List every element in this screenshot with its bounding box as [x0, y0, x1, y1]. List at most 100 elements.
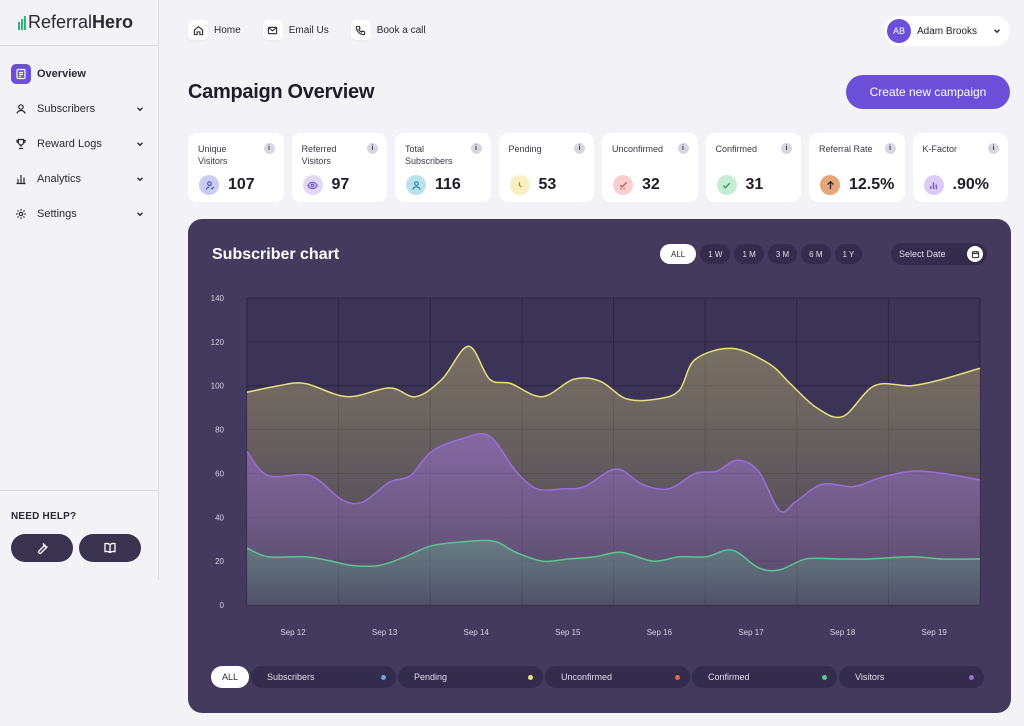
legend-all-button[interactable]: ALL	[211, 666, 249, 688]
stat-label: Pending	[508, 144, 542, 154]
info-icon[interactable]: i	[988, 143, 999, 154]
legend-item-pending[interactable]: Pending	[398, 666, 543, 688]
sidebar-divider	[0, 45, 159, 46]
y-tick-label: 40	[215, 513, 224, 522]
phone-icon	[350, 20, 371, 40]
user-menu[interactable]: AB Adam Brooks	[884, 16, 1010, 46]
bar-chart-icon	[923, 175, 944, 195]
stat-card-referred-visitors: Referred Visitors i 97	[291, 133, 387, 202]
avatar: AB	[887, 19, 911, 43]
top-nav: Home Email Us Book a call	[188, 20, 426, 40]
info-icon[interactable]: i	[781, 143, 792, 154]
stats-row: Unique Visitors i 107 Referred Visitors …	[188, 133, 1008, 202]
x-tick-label: Sep 17	[738, 628, 764, 637]
help-divider	[0, 490, 159, 491]
series-confirmed-line	[246, 539, 981, 572]
sidebar-item-label: Reward Logs	[37, 138, 102, 150]
legend-dot	[381, 674, 386, 680]
range-1m-button[interactable]: 1 M	[734, 244, 764, 264]
gear-icon	[11, 204, 31, 224]
stat-card-k-factor: K-Factor i .90%	[912, 133, 1008, 202]
range-1w-button[interactable]: 1 W	[700, 244, 731, 264]
sidebar-nav: Overview Subscribers Reward Logs Analyti…	[11, 62, 145, 237]
series-pending-line	[246, 345, 981, 419]
clock-icon	[509, 175, 530, 195]
legend-item-confirmed[interactable]: Confirmed	[692, 666, 837, 688]
support-tools-button[interactable]	[11, 534, 73, 562]
stat-label: Confirmed	[715, 144, 758, 154]
book-call-label: Book a call	[376, 24, 426, 36]
chevron-down-icon	[137, 107, 143, 112]
referralhero-logo[interactable]: ReferralHero	[18, 12, 133, 33]
range-selector: ALL 1 W 1 M 3 M 6 M 1 Y	[660, 244, 863, 264]
x-tick-label: Sep 13	[372, 628, 398, 637]
user-name: Adam Brooks	[917, 25, 978, 37]
stat-value: 31	[745, 176, 764, 193]
legend-item-unconfirmed[interactable]: Unconfirmed	[545, 666, 690, 688]
sidebar-item-reward-logs[interactable]: Reward Logs	[11, 132, 145, 156]
info-icon[interactable]: i	[263, 143, 275, 154]
select-date-button[interactable]: Select Date	[891, 243, 987, 265]
stat-value: 12.5%	[849, 176, 895, 193]
range-all-button[interactable]: ALL	[660, 244, 697, 264]
visitor-icon	[199, 175, 219, 195]
sidebar-item-label: Subscribers	[37, 103, 96, 115]
stat-card-referral-rate: Referral Rate i 12.5%	[809, 133, 905, 202]
y-tick-label: 20	[215, 557, 224, 566]
y-tick-label: 140	[211, 294, 225, 303]
email-us-link[interactable]: Email Us	[262, 20, 329, 40]
unconfirmed-check-icon	[613, 175, 633, 195]
series-visitors-line	[246, 433, 981, 513]
stat-value: 32	[642, 176, 660, 193]
chevron-down-icon	[137, 142, 143, 147]
home-link[interactable]: Home	[188, 20, 241, 40]
y-tick-label: 0	[220, 601, 225, 610]
info-icon[interactable]: i	[367, 143, 378, 154]
sidebar-item-analytics[interactable]: Analytics	[11, 167, 145, 191]
subscriber-chart: 0 20 40 60 80 100 120 140 Sep 12 Sep 13 Sep 14 Sep …	[211, 294, 981, 637]
create-campaign-button[interactable]: Create new campaign	[846, 75, 1010, 109]
stat-card-total-subscribers: Total Subscribers i 116	[395, 133, 491, 202]
chart-title: Subscriber chart	[212, 246, 340, 263]
legend-dot	[528, 674, 533, 680]
sidebar-item-label: Settings	[37, 208, 77, 220]
page-title: Campaign Overview	[188, 81, 375, 103]
user-icon	[11, 99, 31, 119]
stat-card-unique-visitors: Unique Visitors i 107	[188, 133, 284, 202]
sidebar-item-overview[interactable]: Overview	[11, 62, 145, 86]
range-3m-button[interactable]: 3 M	[767, 244, 798, 264]
subscriber-chart-card: 0 20 40 60 80 100 120 140 Sep 12 Sep 13 Sep 14 Sep …	[188, 219, 1011, 713]
sidebar-item-settings[interactable]: Settings	[11, 202, 145, 226]
stat-label: Referred Visitors	[301, 144, 337, 166]
info-icon[interactable]: i	[884, 143, 896, 154]
info-icon[interactable]: i	[574, 143, 585, 154]
legend-item-visitors[interactable]: Visitors	[839, 666, 984, 688]
info-icon[interactable]: i	[470, 143, 482, 154]
book-call-link[interactable]: Book a call	[350, 20, 426, 40]
sidebar-item-label: Overview	[37, 68, 86, 80]
legend-label: Unconfirmed	[561, 672, 613, 682]
home-icon	[188, 20, 208, 40]
legend-dot	[822, 674, 827, 680]
email-us-label: Email Us	[288, 24, 329, 36]
range-6m-button[interactable]: 6 M	[801, 244, 831, 264]
x-tick-label: Sep 18	[830, 628, 856, 637]
eye-icon	[302, 175, 323, 195]
logo-bars-icon	[18, 15, 26, 30]
sidebar-item-label: Analytics	[37, 173, 82, 185]
stat-card-pending: Pending i 53	[498, 133, 594, 202]
legend-dot	[675, 674, 680, 680]
info-icon[interactable]: i	[677, 143, 689, 154]
chevron-down-icon	[137, 212, 143, 217]
legend-item-subscribers[interactable]: Subscribers	[251, 666, 396, 688]
sidebar-item-subscribers[interactable]: Subscribers	[11, 97, 145, 121]
stat-label: K-Factor	[922, 144, 958, 154]
stat-card-confirmed: Confirmed i 31	[705, 133, 801, 202]
series-confirmed-area	[247, 540, 980, 605]
calendar-icon	[967, 246, 983, 262]
check-icon	[716, 175, 737, 195]
documentation-button[interactable]	[79, 534, 141, 562]
range-1y-button[interactable]: 1 Y	[834, 244, 863, 264]
home-label: Home	[214, 24, 241, 36]
x-tick-label: Sep 16	[647, 628, 673, 637]
